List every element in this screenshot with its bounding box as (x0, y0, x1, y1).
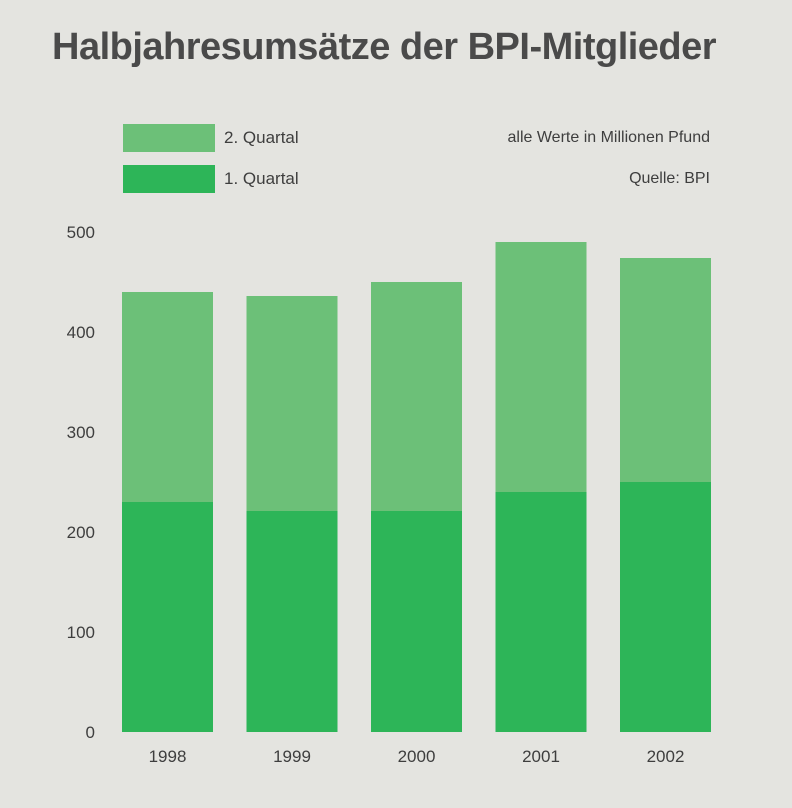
bar-2001-q2 (495, 242, 587, 492)
x-tick-label-2002: 2002 (647, 747, 685, 766)
bar-2002-q2 (620, 258, 711, 482)
y-tick-label: 200 (67, 523, 95, 542)
bar-1998-q2 (122, 292, 213, 502)
legend-swatch-1-quartal (123, 165, 215, 193)
y-tick-label: 400 (67, 323, 95, 342)
x-tick-label-2001: 2001 (522, 747, 560, 766)
bar-2002-q1 (620, 482, 711, 732)
y-tick-label: 300 (67, 423, 95, 442)
bar-2001-q1 (495, 492, 587, 732)
bar-2000-q2 (371, 282, 462, 511)
source-note: Quelle: BPI (629, 170, 710, 187)
legend-label-1-quartal: 1. Quartal (224, 169, 299, 188)
x-tick-label-2000: 2000 (398, 747, 436, 766)
unit-note: alle Werte in Millionen Pfund (507, 129, 710, 146)
bar-2000-q1 (371, 511, 462, 732)
legend-label-2-quartal: 2. Quartal (224, 128, 299, 147)
x-tick-label-1998: 1998 (149, 747, 187, 766)
bar-1999-q2 (246, 296, 338, 511)
y-tick-label: 0 (86, 723, 95, 742)
bar-1999-q1 (246, 511, 338, 732)
y-tick-label: 500 (67, 223, 95, 242)
y-tick-label: 100 (67, 623, 95, 642)
chart-title: Halbjahresumsätze der BPI-Mitglieder (52, 26, 717, 68)
bar-1998-q1 (122, 502, 213, 732)
x-tick-label-1999: 1999 (273, 747, 311, 766)
legend-swatch-2-quartal (123, 124, 215, 152)
